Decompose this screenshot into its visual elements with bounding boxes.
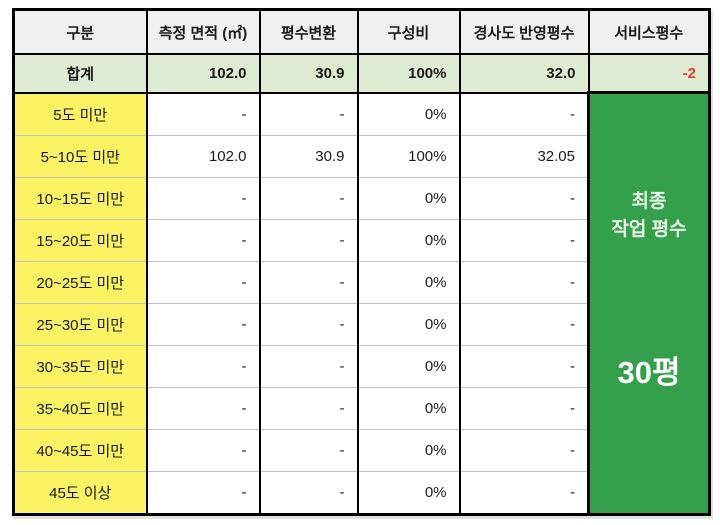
table-row: 5도 미만 - - 0% - 최종 작업 평수 30평 (12, 91, 711, 516)
pyeong-cell[interactable]: - (258, 428, 359, 472)
slope-cell[interactable]: - (458, 302, 590, 346)
col-header-ratio[interactable]: 구성비 (356, 9, 461, 55)
area-cell[interactable]: - (145, 218, 261, 262)
category-cell[interactable]: 30~35도 미만 (12, 344, 148, 388)
spreadsheet-region: 구분 측정 면적 (㎡) 평수변환 구성비 경사도 반영평수 서비스평수 합계 … (12, 8, 711, 516)
slope-cell[interactable]: - (458, 176, 590, 220)
pyeong-cell[interactable]: - (258, 386, 359, 430)
ratio-cell[interactable]: 0% (356, 344, 461, 388)
ratio-cell[interactable]: 0% (356, 176, 461, 220)
category-cell[interactable]: 5도 미만 (12, 92, 148, 136)
category-cell[interactable]: 25~30도 미만 (12, 302, 148, 346)
pyeong-cell[interactable]: - (258, 218, 359, 262)
total-service-cell[interactable]: -2 (587, 53, 711, 94)
category-cell[interactable]: 40~45도 미만 (12, 428, 148, 472)
pyeong-cell[interactable]: 30.9 (258, 134, 359, 178)
col-header-measured-area[interactable]: 측정 면적 (㎡) (145, 9, 261, 55)
slope-cell[interactable]: - (458, 428, 590, 472)
pyeong-cell[interactable]: - (258, 92, 359, 136)
final-pyeong-title: 최종 작업 평수 (611, 191, 687, 240)
ratio-cell[interactable]: 100% (356, 134, 461, 178)
area-cell[interactable]: - (145, 428, 261, 472)
final-pyeong-content: 최종 작업 평수 30평 (592, 95, 707, 506)
total-pyeong-cell[interactable]: 30.9 (258, 53, 359, 94)
table-row: 45도 이상 - - 0% - (12, 470, 710, 515)
slope-cell[interactable]: - (458, 92, 590, 136)
area-cell[interactable]: - (145, 386, 261, 430)
ratio-cell[interactable]: 0% (356, 470, 461, 515)
category-cell[interactable]: 20~25도 미만 (12, 260, 148, 304)
table-row: 20~25도 미만 - - 0% - (12, 260, 710, 304)
final-pyeong-value: 30평 (617, 355, 681, 391)
area-cell[interactable]: 102.0 (145, 134, 261, 178)
col-header-service[interactable]: 서비스평수 (587, 9, 711, 55)
area-cell[interactable]: - (145, 470, 261, 515)
category-cell[interactable]: 10~15도 미만 (12, 176, 148, 220)
total-ratio-cell[interactable]: 100% (356, 53, 461, 94)
ratio-cell[interactable]: 0% (356, 386, 461, 430)
area-cell[interactable]: - (145, 176, 261, 220)
ratio-cell[interactable]: 0% (356, 428, 461, 472)
total-slope-cell[interactable]: 32.0 (458, 53, 590, 94)
header-row: 구분 측정 면적 (㎡) 평수변환 구성비 경사도 반영평수 서비스평수 (12, 9, 711, 55)
area-cell[interactable]: - (145, 260, 261, 304)
category-cell[interactable]: 45도 이상 (12, 470, 148, 515)
total-label-cell[interactable]: 합계 (12, 53, 148, 94)
table-row: 5~10도 미만 102.0 30.9 100% 32.05 (12, 134, 710, 178)
pyeong-cell[interactable]: - (258, 302, 359, 346)
slope-cell[interactable]: 32.05 (458, 134, 590, 178)
area-cell[interactable]: - (145, 302, 261, 346)
pyeong-cell[interactable]: - (258, 470, 359, 515)
col-header-pyeong[interactable]: 평수변환 (258, 9, 359, 55)
total-row: 합계 102.0 30.9 100% 32.0 -2 (12, 53, 711, 94)
table-row: 30~35도 미만 - - 0% - (12, 344, 710, 388)
table-row: 40~45도 미만 - - 0% - (12, 428, 710, 472)
area-cell[interactable]: - (145, 344, 261, 388)
col-header-slope-pyeong[interactable]: 경사도 반영평수 (458, 9, 590, 55)
slope-cell[interactable]: - (458, 344, 590, 388)
category-cell[interactable]: 35~40도 미만 (12, 386, 148, 430)
ratio-cell[interactable]: 0% (356, 92, 461, 136)
table-row: 25~30도 미만 - - 0% - (12, 302, 710, 346)
table-row: 35~40도 미만 - - 0% - (12, 386, 710, 430)
pyeong-cell[interactable]: - (258, 344, 359, 388)
ratio-cell[interactable]: 0% (356, 260, 461, 304)
pyeong-cell[interactable]: - (258, 260, 359, 304)
slope-cell[interactable]: - (458, 386, 590, 430)
final-pyeong-merged-cell[interactable]: 최종 작업 평수 30평 (587, 91, 711, 516)
table-row: 10~15도 미만 - - 0% - (12, 176, 710, 220)
slope-cell[interactable]: - (458, 260, 590, 304)
slope-cell[interactable]: - (458, 218, 590, 262)
ratio-cell[interactable]: 0% (356, 302, 461, 346)
col-header-category[interactable]: 구분 (12, 9, 148, 55)
ratio-cell[interactable]: 0% (356, 218, 461, 262)
area-cell[interactable]: - (145, 92, 261, 136)
category-cell[interactable]: 5~10도 미만 (12, 134, 148, 178)
total-area-cell[interactable]: 102.0 (145, 53, 261, 94)
slope-cell[interactable]: - (458, 470, 590, 515)
category-cell[interactable]: 15~20도 미만 (12, 218, 148, 262)
slope-area-table: 구분 측정 면적 (㎡) 평수변환 구성비 경사도 반영평수 서비스평수 합계 … (12, 8, 711, 516)
pyeong-cell[interactable]: - (258, 176, 359, 220)
